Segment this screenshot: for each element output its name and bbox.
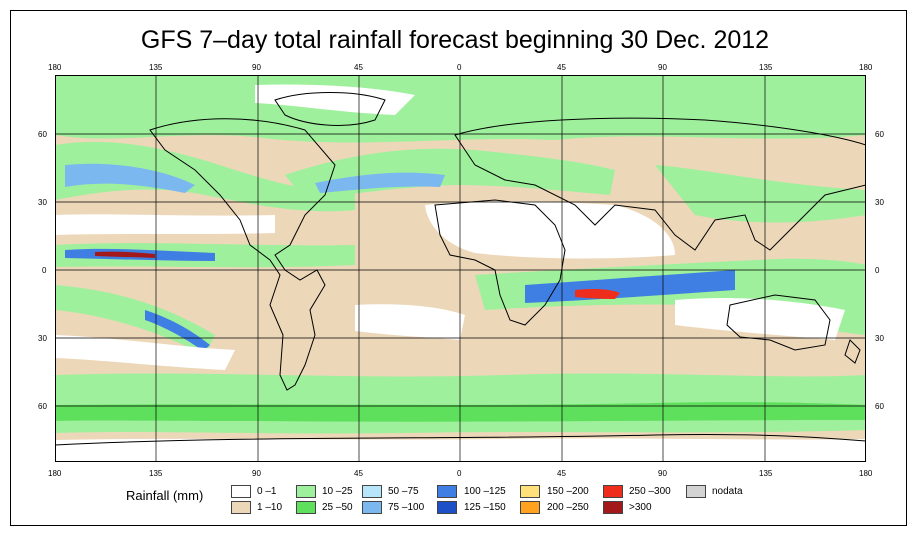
y-tick-right: 0 xyxy=(875,266,880,275)
itcz-extreme xyxy=(95,251,155,258)
north-pacific-track xyxy=(55,141,355,212)
chart-title: GFS 7–day total rainfall forecast beginn… xyxy=(140,26,770,54)
y-tick-left: 60 xyxy=(38,402,47,411)
x-tick-top: 135 xyxy=(149,63,163,72)
legend-swatch xyxy=(362,501,382,514)
legend-label: 50 –75 xyxy=(388,486,419,497)
legend-label: 100 –125 xyxy=(464,486,506,497)
eurasia-outline xyxy=(454,117,866,251)
greenland-outline xyxy=(274,92,386,126)
x-tick-bottom: 45 xyxy=(354,469,363,478)
y-tick-left: 30 xyxy=(38,198,47,207)
legend-label: 250 –300 xyxy=(629,486,671,497)
legend-swatch xyxy=(603,485,623,498)
australia-outline xyxy=(726,294,831,351)
x-tick-bottom: 135 xyxy=(149,469,163,478)
legend-label: 1 –10 xyxy=(257,502,283,513)
australia-dry xyxy=(675,298,845,340)
legend-swatch xyxy=(520,501,540,514)
legend-label: 150 –200 xyxy=(547,486,589,497)
legend-title: Rainfall (mm) xyxy=(126,488,204,503)
y-tick-right: 60 xyxy=(875,130,884,139)
south-atlantic-dry xyxy=(355,304,465,340)
legend-label: 10 –25 xyxy=(322,486,353,497)
y-tick-left: 60 xyxy=(38,130,47,139)
north-atlantic-heavy xyxy=(315,172,445,193)
legend-swatch xyxy=(520,485,540,498)
x-tick-bottom: 180 xyxy=(859,469,873,478)
subtropical-dry-pacific xyxy=(55,214,275,235)
greenland-dry xyxy=(255,84,415,115)
legend-swatch xyxy=(603,501,623,514)
rainfall-map xyxy=(55,75,866,462)
legend-label: >300 xyxy=(629,502,652,513)
new-zealand-outline xyxy=(844,339,861,364)
south-pacific-dry xyxy=(55,335,235,370)
indian-ocean-extreme xyxy=(575,289,620,299)
x-tick-top: 90 xyxy=(252,63,261,72)
x-tick-bottom: 0 xyxy=(457,469,462,478)
africa-outline xyxy=(434,199,566,326)
antarctica-dry xyxy=(55,438,866,462)
north-pacific-heavy xyxy=(65,163,195,193)
legend-swatch xyxy=(296,501,316,514)
legend-label: 25 –50 xyxy=(322,502,353,513)
legend-label: nodata xyxy=(712,486,743,497)
x-tick-bottom: 90 xyxy=(658,469,667,478)
x-tick-top: 45 xyxy=(557,63,566,72)
x-tick-bottom: 90 xyxy=(252,469,261,478)
y-tick-right: 30 xyxy=(875,334,884,343)
spcz xyxy=(55,285,215,355)
x-tick-bottom: 45 xyxy=(557,469,566,478)
x-tick-top: 180 xyxy=(48,63,62,72)
west-pacific-track xyxy=(655,165,866,223)
legend-swatch xyxy=(362,485,382,498)
graticule xyxy=(55,75,866,462)
sahara-dry xyxy=(425,201,675,259)
legend-label: 125 –150 xyxy=(464,502,506,513)
legend-swatch xyxy=(686,485,706,498)
x-tick-top: 0 xyxy=(457,63,462,72)
antarctica-outline xyxy=(55,433,866,446)
x-tick-top: 180 xyxy=(859,63,873,72)
legend-swatch xyxy=(231,485,251,498)
map-border xyxy=(55,75,866,462)
x-tick-top: 90 xyxy=(658,63,667,72)
y-tick-left: 0 xyxy=(42,266,47,275)
legend-label: 75 –100 xyxy=(388,502,425,513)
x-tick-top: 45 xyxy=(354,63,363,72)
legend-label: 0 –1 xyxy=(257,486,277,497)
arctic-rain-band xyxy=(55,75,866,143)
y-tick-right: 30 xyxy=(875,198,884,207)
y-tick-left: 30 xyxy=(38,334,47,343)
legend-swatch xyxy=(296,485,316,498)
legend-swatch xyxy=(437,501,457,514)
y-tick-right: 60 xyxy=(875,402,884,411)
x-tick-bottom: 180 xyxy=(48,469,62,478)
spcz-heavy xyxy=(145,310,210,351)
legend-swatch xyxy=(231,501,251,514)
southern-ocean-moderate xyxy=(55,402,866,422)
x-tick-top: 135 xyxy=(759,63,773,72)
figure-frame xyxy=(10,10,907,526)
legend-swatch xyxy=(437,485,457,498)
legend-label: 200 –250 xyxy=(547,502,589,513)
x-tick-bottom: 135 xyxy=(759,469,773,478)
